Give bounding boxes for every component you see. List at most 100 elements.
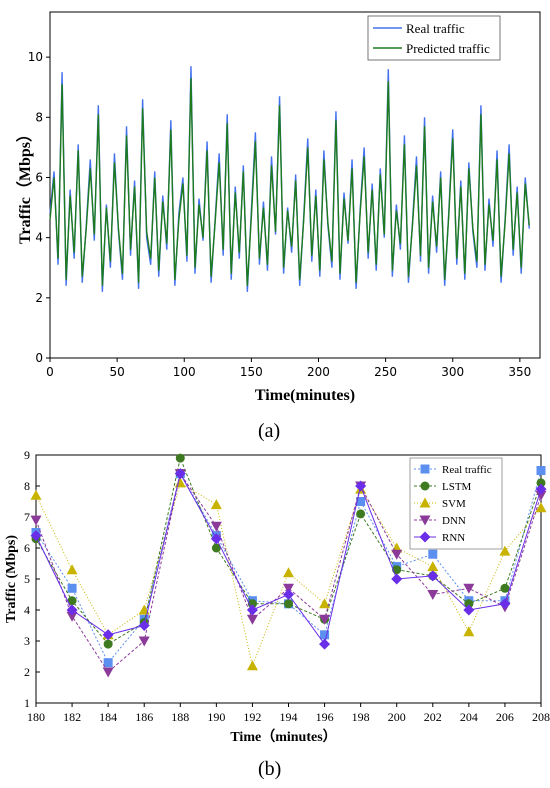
y-tick-label-a: 2 <box>35 291 43 305</box>
marker-b-lstm <box>500 583 510 593</box>
chart-a: 0 50 100 150 200 250 300 350 0 2 4 6 8 10 Real traffic… <box>16 11 541 404</box>
y-tick-label-a: 0 <box>35 351 43 365</box>
x-tick-label-b: 194 <box>280 710 298 724</box>
legend-label-a: Real traffic <box>406 21 465 36</box>
series-line-a-predicted <box>49 78 530 286</box>
marker-b-real-traffic <box>356 497 366 506</box>
marker-b-real-traffic <box>67 583 77 593</box>
y-tick-label-b: 4 <box>24 603 30 617</box>
marker-b-lstm <box>284 599 293 609</box>
x-tick-label-b: 184 <box>99 710 117 724</box>
legend-marker-b <box>420 481 430 491</box>
x-tick-label-b: 190 <box>207 710 225 724</box>
marker-b-rnn <box>535 483 547 495</box>
marker-b-lstm <box>175 453 185 463</box>
marker-b-dnn <box>463 583 475 594</box>
caption-a: (a) <box>258 420 281 442</box>
marker-b-lstm <box>356 509 366 519</box>
marker-b-rnn <box>427 570 439 582</box>
legend-marker-b <box>419 531 431 543</box>
marker-b-dnn <box>427 590 439 600</box>
marker-b-dnn <box>30 515 42 526</box>
legend-label-a: Predicted traffic <box>406 41 490 56</box>
y-tick-label-b: 5 <box>24 572 30 586</box>
x-tick-label-a: 250 <box>374 365 397 379</box>
x-tick-label-b: 200 <box>388 710 406 724</box>
x-tick-label-a: 350 <box>508 365 531 379</box>
x-tick-label-b: 180 <box>27 710 45 724</box>
x-tick-label-b: 204 <box>460 710 478 724</box>
marker-b-svm <box>283 567 294 578</box>
marker-b-lstm <box>103 639 113 649</box>
marker-b-svm <box>535 502 547 513</box>
legend-label-b: RNN <box>442 532 465 544</box>
y-tick-label-b: 8 <box>24 479 30 493</box>
marker-b-real-traffic <box>103 658 113 668</box>
marker-b-svm <box>499 545 511 556</box>
marker-b-lstm <box>464 599 474 609</box>
x-tick-label-a: 150 <box>240 365 263 379</box>
marker-b-svm <box>246 660 258 671</box>
marker-b-rnn <box>319 638 331 650</box>
y-tick-label-a: 10 <box>28 50 43 64</box>
y-axis-label-a: Traffic（Mbps） <box>16 126 34 244</box>
marker-b-dnn <box>391 549 403 560</box>
y-tick-label-b: 1 <box>24 696 30 710</box>
marker-b-lstm <box>211 543 221 553</box>
x-tick-label-b: 192 <box>243 710 261 724</box>
marker-b-dnn <box>66 611 78 622</box>
marker-b-real-traffic <box>536 466 546 475</box>
y-tick-label-b: 9 <box>24 448 30 462</box>
marker-b-dnn <box>138 636 150 647</box>
legend-marker-b <box>419 515 431 526</box>
marker-b-real-traffic <box>320 630 330 640</box>
marker-b-svm <box>66 564 78 575</box>
marker-b-rnn <box>138 620 150 631</box>
legend-a <box>367 15 501 61</box>
marker-b-dnn <box>283 583 294 594</box>
x-axis-label-b: Time（minutes） <box>230 729 336 745</box>
marker-b-dnn <box>319 614 331 625</box>
series-line-b-svm <box>35 482 542 668</box>
x-tick-label-b: 196 <box>316 710 334 724</box>
x-tick-label-a: 100 <box>173 365 196 379</box>
marker-b-svm <box>30 489 42 500</box>
marker-b-rnn <box>102 629 114 641</box>
y-tick-label-b: 7 <box>24 510 30 524</box>
legend-label-b: LSTM <box>442 481 472 493</box>
y-tick-label-b: 2 <box>24 665 30 679</box>
marker-b-dnn <box>535 490 547 501</box>
x-tick-label-b: 188 <box>171 710 189 724</box>
x-tick-label-b: 186 <box>135 710 153 724</box>
marker-b-rnn <box>391 573 403 585</box>
legend-marker-b <box>420 464 430 474</box>
x-tick-label-b: 202 <box>424 710 442 724</box>
marker-b-lstm <box>536 478 546 488</box>
y-tick-label-a: 6 <box>35 170 43 184</box>
marker-b-svm <box>463 626 475 637</box>
marker-b-svm <box>319 598 331 609</box>
chart-b: 180 182 184 186 188 190 192 194 196 1 9 8 200 202 204 2… <box>4 448 550 745</box>
marker-b-rnn <box>30 530 42 542</box>
x-tick-label-b: 208 <box>532 710 550 724</box>
x-tick-label-b: 182 <box>63 710 81 724</box>
y-tick-label-b: 3 <box>24 634 30 648</box>
marker-b-svm <box>210 499 222 510</box>
marker-b-rnn <box>246 604 258 616</box>
legend-label-b: DNN <box>442 515 466 527</box>
series-line-b-dnn <box>35 472 542 673</box>
x-tick-label-a: 50 <box>109 365 124 379</box>
x-tick-label-a: 200 <box>307 365 330 379</box>
marker-b-svm <box>427 561 439 572</box>
plot-frame-a <box>49 11 541 359</box>
x-tick-label-a: 0 <box>46 365 54 379</box>
marker-b-dnn <box>210 521 222 532</box>
marker-b-rnn <box>174 468 186 480</box>
marker-b-lstm <box>67 596 77 606</box>
legend-label-b: Real traffic <box>442 464 492 476</box>
marker-b-dnn <box>102 667 114 678</box>
marker-b-rnn <box>283 589 294 600</box>
marker-b-rnn <box>463 604 475 616</box>
y-axis-label-b: Traffic (Mbps) <box>4 535 19 623</box>
